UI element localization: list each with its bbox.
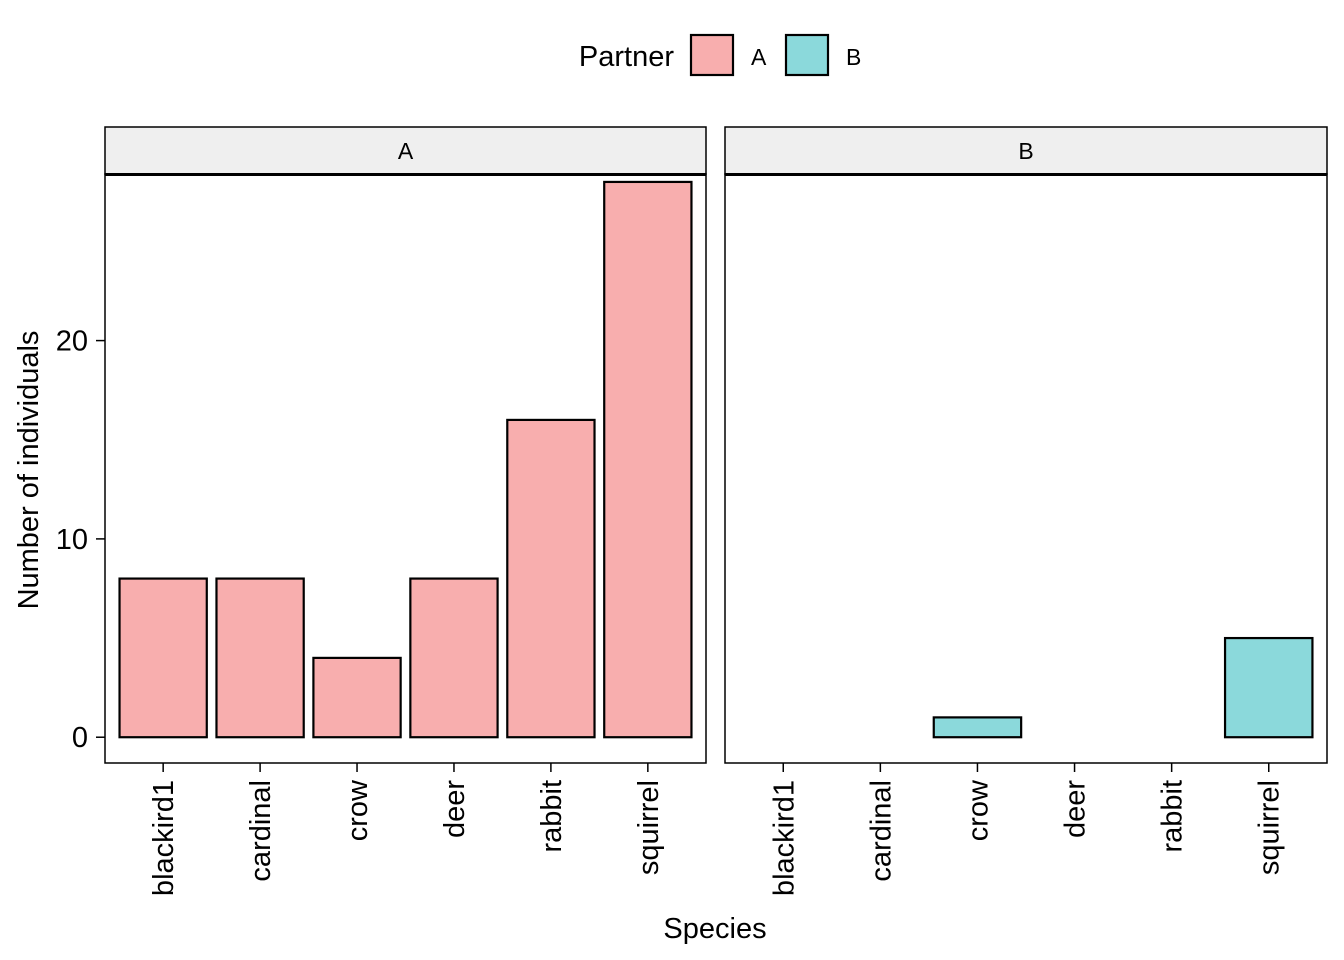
facet-strip-a-label: A <box>398 138 414 164</box>
x-tick-label-a-blackird1: blackird1 <box>148 780 180 896</box>
bar-a-cardinal <box>215 577 305 739</box>
y-tick-label-0: 0 <box>72 722 88 754</box>
facet-strip-a-background <box>104 126 707 175</box>
bar-a-squirrel <box>603 180 693 739</box>
panel-b <box>932 636 1314 739</box>
panel-a <box>118 180 693 739</box>
x-tick-label-b-blackird1: blackird1 <box>768 780 800 896</box>
x-tick-label-a-deer: deer <box>439 780 471 838</box>
bar-a-deer <box>409 577 499 739</box>
bar-a-crow <box>312 656 402 739</box>
legend-label-b: B <box>846 44 861 70</box>
bar-b-crow <box>932 716 1023 739</box>
x-tick-label-a-squirrel: squirrel <box>633 780 665 875</box>
x-tick-label-b-cardinal: cardinal <box>865 780 897 882</box>
legend-key-b <box>784 33 830 77</box>
x-tick-label-a-cardinal: cardinal <box>245 780 277 882</box>
x-tick-label-b-squirrel: squirrel <box>1254 780 1286 875</box>
legend: Partner A B <box>579 33 861 77</box>
y-axis-title: Number of individuals <box>13 331 45 610</box>
x-tick-label-b-crow: crow <box>962 779 994 841</box>
bar-a-blackird1 <box>118 577 208 739</box>
y-tick-label-10: 10 <box>56 524 88 556</box>
y-axis: 0 10 20 <box>56 326 105 754</box>
facet-strip-b-label: B <box>1018 138 1033 164</box>
x-tick-label-a-crow: crow <box>342 779 374 841</box>
legend-title: Partner <box>579 41 674 73</box>
x-tick-label-b-rabbit: rabbit <box>1157 780 1189 853</box>
facet-strip-a: A <box>104 126 707 175</box>
y-tick-label-20: 20 <box>56 326 88 358</box>
facet-strip-b-background <box>724 126 1328 175</box>
bar-a-rabbit <box>506 418 596 739</box>
legend-label-a: A <box>751 44 767 70</box>
x-tick-label-a-rabbit: rabbit <box>536 780 568 853</box>
x-tick-label-b-deer: deer <box>1060 780 1092 838</box>
x-axis-title: Species <box>663 913 766 945</box>
facet-strip-b: B <box>724 126 1328 175</box>
legend-key-a <box>689 33 735 77</box>
bar-b-squirrel <box>1223 636 1314 739</box>
